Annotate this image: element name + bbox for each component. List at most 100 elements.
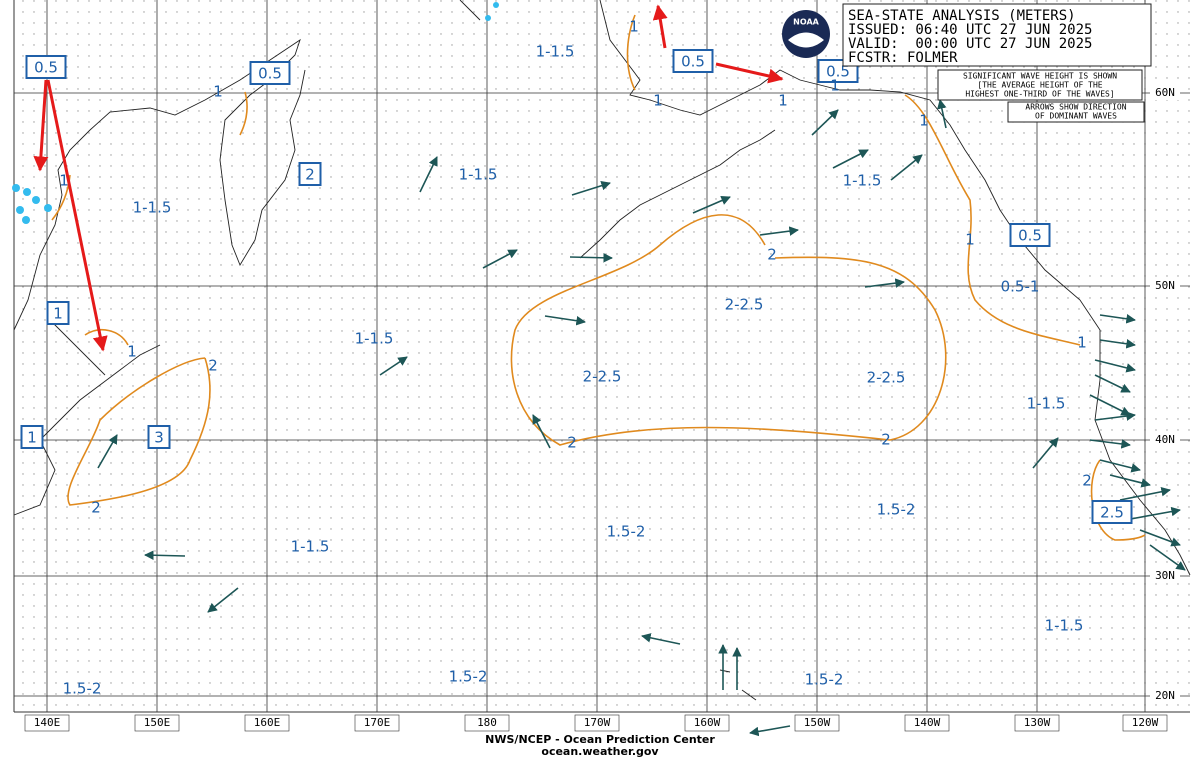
footer-agency: NWS/NCEP - Ocean Prediction Center [485,733,715,746]
latitude-label-box [1150,86,1180,100]
wave-arrow [749,725,791,737]
boxed-label-frame [1009,223,1051,247]
boxed-label: 2 [305,166,315,184]
wave-arrow [1032,437,1059,469]
contour-2-5 [1090,459,1146,541]
latitude-label: 30N [1155,569,1175,582]
contour-1 [84,329,129,346]
wave-arrow [864,278,905,288]
contour-1 [904,94,1081,346]
wave-arrow [532,414,551,449]
contour-label: 2 [91,499,101,517]
wave-arrow [1099,314,1136,324]
wave-arrow [759,226,799,236]
longitude-label-box [354,714,400,732]
latitude-label-box [1150,279,1180,293]
highlight-arrow [715,62,784,84]
longitude-label-box [1014,714,1060,732]
contour-1 [239,91,248,136]
longitude-label: 160E [254,716,281,729]
header-forecaster: FCSTR: FOLMER [848,50,958,66]
latitude-label: 50N [1155,279,1175,292]
longitude-label-box [1122,714,1168,732]
latitude-label: 60N [1155,86,1175,99]
boxed-label-frame [249,61,291,85]
region-label: 2-2.5 [583,368,622,386]
notes: SIGNIFICANT WAVE HEIGHT IS SHOWN[THE AVE… [963,72,1127,121]
boxed-label: 0.5 [826,63,850,81]
region-label: 1-1.5 [133,199,172,217]
boxed-label-frame [672,49,714,73]
wave-arrow [1089,394,1131,416]
contour-label: 1 [629,18,639,36]
longitude-label: 120W [1132,716,1159,729]
longitude-label-box [684,714,730,732]
wave-arrow [811,109,839,136]
contour-label: 2 [767,246,777,264]
ice-dots [12,2,499,224]
wave-arrow [1099,339,1136,349]
latitude-label: 40N [1155,433,1175,446]
longitude-label: 130W [1024,716,1051,729]
logo-bird [788,32,824,48]
longitude-label: 140E [34,716,61,729]
contour-label: 1 [127,343,137,361]
longitude-label: 160W [694,716,721,729]
highlight-arrow [652,4,668,49]
header-issued: ISSUED: 06:40 UTC 27 JUN 2025 [848,22,1092,38]
contour-label: 1 [1077,334,1087,352]
labels: 1-1.5 1-1.5 1-1.5 1-1.5 1-1.5 2-2.5 2-2.5 2-2.5… [20,18,1133,698]
logo-text: NOAA [793,18,819,27]
wave-arrow [482,249,518,269]
wave-arrow [1124,506,1181,521]
wave-arrow [1139,529,1181,547]
wave-arrow [692,196,731,214]
japan-coast [13,344,161,516]
boxed-label: 0.5 [681,53,705,71]
contour-2 [510,214,947,446]
boxed-label-frame [298,162,322,186]
wave-arrow [1094,411,1136,421]
longitude-label-box [134,714,180,732]
wave-arrow [1099,459,1141,473]
region-label: 2-2.5 [867,369,906,387]
note-text: HIGHEST ONE-THIRD OF THE WAVES] [965,90,1114,99]
region-label: 1-1.5 [536,43,575,61]
wave-arrow [1119,486,1171,501]
boxed-label-frame [25,55,67,79]
longitude-label: 150W [804,716,831,729]
highlight-arrow [46,79,108,352]
region-label: 1.5-2 [449,668,488,686]
contour-label: 1 [59,172,69,190]
longitude-label-box [24,714,70,732]
longitude-label: 150E [144,716,171,729]
wave-arrow [890,154,923,181]
boxed-label-frame [1091,500,1133,524]
boxed-label: 1 [53,305,63,323]
contour-label: 1 [965,231,975,249]
note-frame [937,69,1143,101]
longitude-label-box [464,714,510,732]
header-title: SEA-STATE ANALYSIS (METERS) [848,8,1076,24]
contour-label: 2 [1082,472,1092,490]
aleutian-islands [579,129,776,259]
wave-arrow [144,550,186,561]
latitude-label-box [1150,433,1180,447]
note-frame [1007,101,1145,123]
region-label: 2-2.5 [725,296,764,314]
region-label: 1-1.5 [843,172,882,190]
region-label: 0.5-1 [1001,278,1040,296]
coastlines [13,0,1191,701]
header-box: SEA-STATE ANALYSIS (METERS) ISSUED: 06:4… [782,3,1152,123]
boxed-label: 1 [27,429,37,447]
contour-label: 2 [567,434,577,452]
longitude-label-box [904,714,950,732]
asia-coast [13,38,306,331]
wave-direction-arrows [33,4,1186,737]
region-label: 1.5-2 [63,680,102,698]
wave-arrow [1094,359,1136,373]
boxed-label: 0.5 [1018,227,1042,245]
wave-arrow [1149,544,1186,571]
contour-2 [67,357,211,506]
